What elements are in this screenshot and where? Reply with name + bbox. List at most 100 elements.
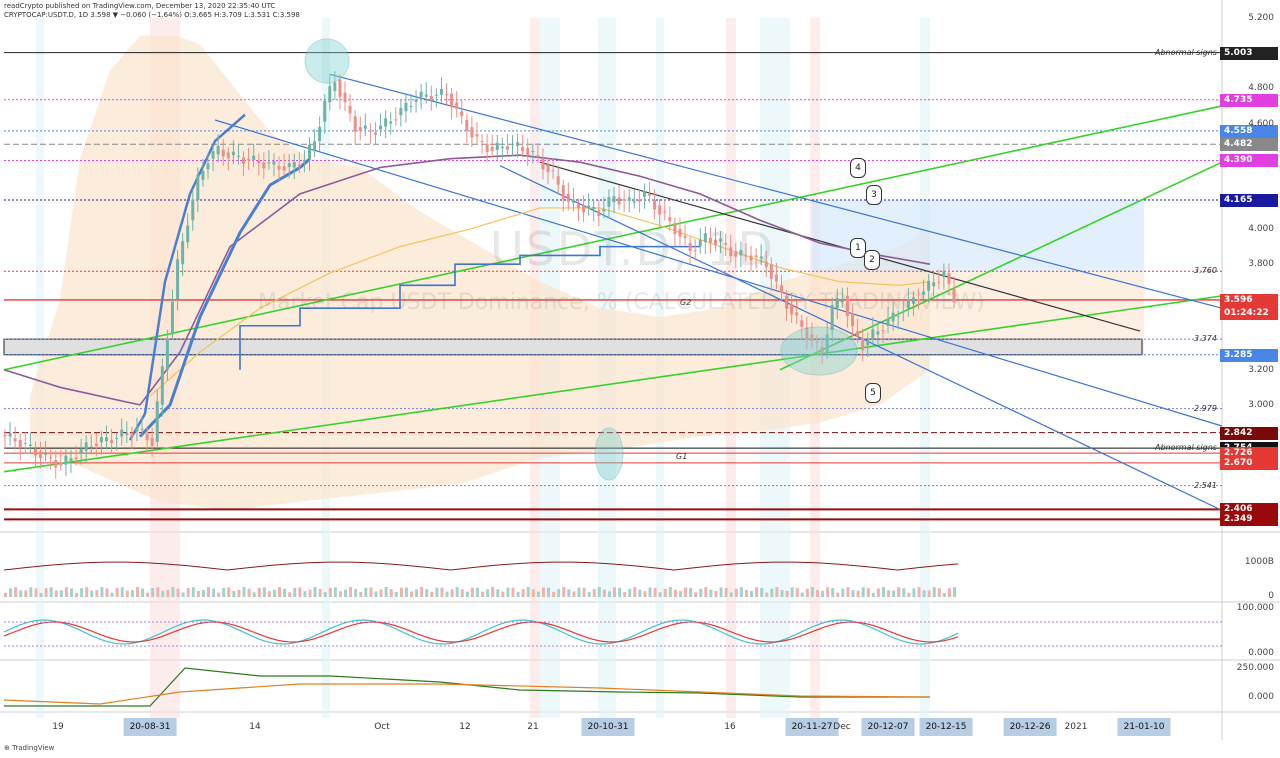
volume-bar xyxy=(349,587,353,597)
symbol-ohlc-line: CRYPTOCAP:USDT.D, 1D 3.598 ▼ −0.060 (−1.… xyxy=(4,11,300,19)
candle-body xyxy=(434,94,438,96)
candle-body xyxy=(49,457,53,459)
candle-body xyxy=(236,155,240,157)
candle-body xyxy=(470,127,474,138)
volume-bar xyxy=(922,590,926,597)
y-tick-label: 3.800 xyxy=(1248,259,1274,269)
candle-body xyxy=(465,120,469,131)
candle-body xyxy=(952,288,956,303)
candle-body xyxy=(348,105,352,114)
volume-bar xyxy=(247,588,251,597)
candle-body xyxy=(155,401,159,442)
volume-bar xyxy=(278,587,282,597)
volume-bar xyxy=(826,587,830,597)
candle-body xyxy=(927,280,931,291)
price-tag: 3.285 xyxy=(1220,349,1278,362)
wave-label-5: 5 xyxy=(865,383,881,403)
volume-bar xyxy=(212,588,216,597)
volume-bar xyxy=(871,592,875,597)
volume-bar xyxy=(623,592,627,597)
volume-bar xyxy=(547,587,551,597)
volume-bar xyxy=(481,591,485,597)
volume-bar xyxy=(536,591,540,597)
candle-body xyxy=(835,298,839,309)
candle-body xyxy=(231,151,235,156)
candle-body xyxy=(845,295,849,317)
candle-body xyxy=(653,199,657,210)
volume-bar xyxy=(450,589,454,597)
volume-axis-top: 1000B xyxy=(1244,557,1274,567)
volume-bar xyxy=(166,589,170,597)
publisher-line: readCrypto published on TradingView.com,… xyxy=(4,2,276,10)
volume-bar xyxy=(379,589,383,597)
candle-body xyxy=(39,451,43,458)
volume-bar xyxy=(303,591,307,597)
volume-bar xyxy=(775,587,779,597)
volume-bar xyxy=(821,590,825,597)
tradingview-logo-icon: ⊕ xyxy=(4,744,13,752)
volume-bar xyxy=(613,587,616,597)
volume-bar xyxy=(643,591,647,597)
x-tick-label: 21 xyxy=(527,722,539,732)
y-tick-label: 4.800 xyxy=(1248,83,1274,93)
candle-body xyxy=(191,199,195,221)
candle-body xyxy=(511,143,514,145)
volume-bar xyxy=(709,589,713,597)
volume-bar xyxy=(207,587,210,597)
volume-bar xyxy=(110,592,114,597)
candle-body xyxy=(216,145,220,155)
candle-body xyxy=(353,116,357,132)
candle-body xyxy=(932,282,936,287)
volume-bar xyxy=(684,587,688,597)
candle-body xyxy=(485,144,489,153)
volume-bar xyxy=(344,589,348,597)
support-zone-box xyxy=(3,338,1143,356)
volume-bar xyxy=(100,587,104,597)
candle-body xyxy=(120,429,124,437)
candle-body xyxy=(861,338,865,351)
price-tag: 4.735 xyxy=(1220,94,1278,107)
price-tag: 4.482 xyxy=(1220,138,1278,151)
volume-bar xyxy=(455,587,459,597)
volume-bar xyxy=(897,587,901,597)
candle-body xyxy=(754,255,758,257)
candle-body xyxy=(247,158,251,161)
volume-bar xyxy=(785,590,789,597)
volume-bar xyxy=(714,591,718,597)
x-tick-label: 20-11-27 xyxy=(785,718,839,736)
volume-bar xyxy=(186,588,190,597)
candle-body xyxy=(769,264,773,279)
projection-box-blue xyxy=(812,200,1144,272)
volume-bar xyxy=(44,588,48,597)
volume-bar xyxy=(105,588,109,597)
volume-bar xyxy=(328,587,332,597)
volume-bar xyxy=(475,587,479,597)
gap-label-g1: G1 xyxy=(676,452,688,461)
candle-body xyxy=(505,146,509,150)
volume-bar xyxy=(75,592,79,597)
candle-body xyxy=(536,155,540,157)
candle-body xyxy=(176,259,180,300)
x-tick-label: 20-12-07 xyxy=(861,718,915,736)
candle-body xyxy=(277,165,281,170)
stoch-axis-top: 100.000 xyxy=(1236,603,1274,613)
price-tag: 2.842 xyxy=(1220,427,1278,440)
volume-bar xyxy=(577,587,581,597)
candle-body xyxy=(150,437,154,447)
candle-body xyxy=(851,313,855,327)
candle-body xyxy=(480,141,484,143)
volume-bar xyxy=(729,592,733,597)
volume-bar xyxy=(333,587,337,597)
volume-bar xyxy=(141,588,145,597)
volume-bar xyxy=(308,589,312,597)
candle-body xyxy=(602,209,606,212)
candle-body xyxy=(582,206,586,213)
candle-body xyxy=(79,448,83,455)
candle-body xyxy=(896,316,900,318)
volume-bar xyxy=(810,587,814,597)
candle-body xyxy=(302,159,306,162)
candle-body xyxy=(576,204,580,209)
volume-bar xyxy=(628,588,632,597)
volume-bar xyxy=(272,589,276,597)
